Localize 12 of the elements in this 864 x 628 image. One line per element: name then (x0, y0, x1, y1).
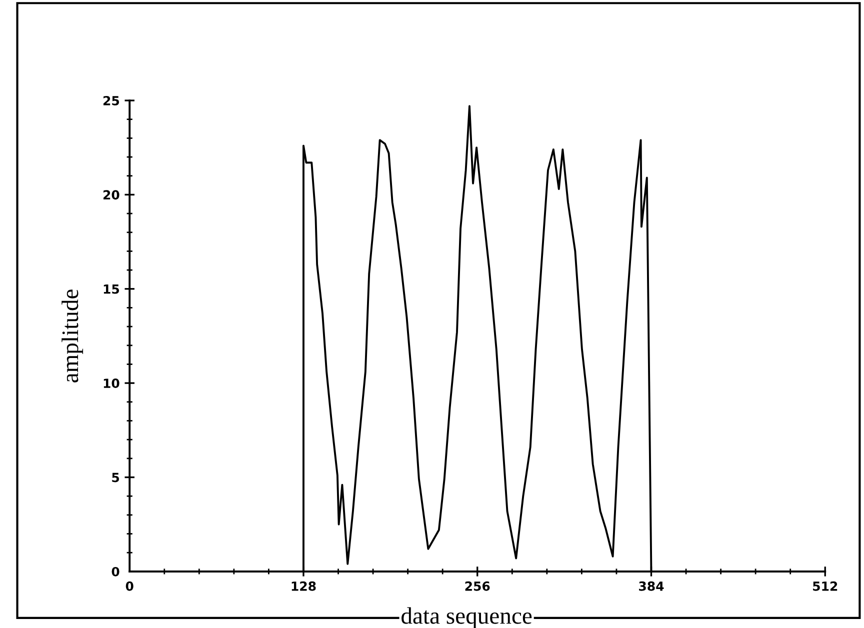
y-tick-label: 20 (103, 190, 120, 200)
x-tick-label: 512 (813, 581, 838, 591)
y-axis-title: amplitude (62, 290, 84, 382)
y-tick-label: 25 (103, 96, 120, 106)
x-tick-label: 256 (465, 581, 490, 591)
y-tick-label: 0 (112, 566, 120, 576)
y-tick-label: 15 (104, 284, 120, 294)
y-tick-label: 10 (104, 378, 120, 388)
y-tick-label: 5 (112, 472, 120, 482)
x-tick-label: 384 (639, 581, 664, 591)
x-tick-label: 0 (126, 581, 134, 591)
x-tick-label: 128 (292, 581, 316, 591)
